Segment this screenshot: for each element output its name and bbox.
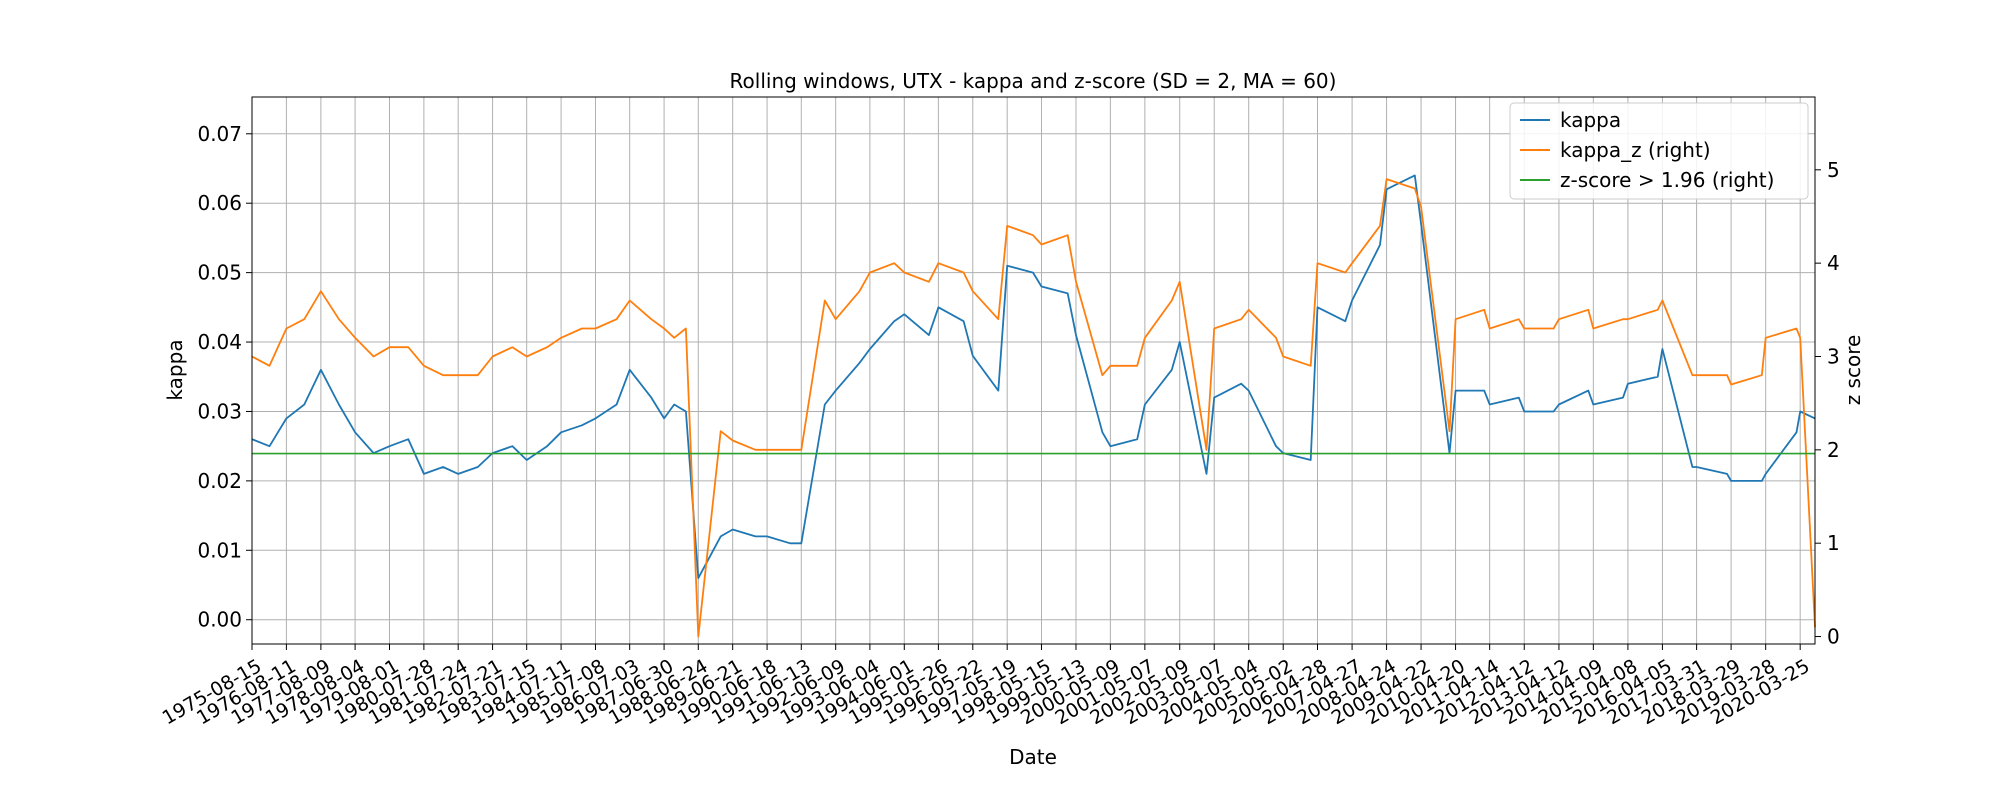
legend-label-kappa-z: kappa_z (right) (1560, 138, 1711, 162)
y-tick-label: 0.07 (197, 122, 242, 146)
axes: 1975-08-151976-08-111977-08-091978-08-04… (159, 122, 1840, 730)
plot-frame (251, 96, 1816, 645)
y2-tick-label: 1 (1827, 531, 1840, 555)
y2-tick-label: 4 (1827, 251, 1840, 275)
legend: kappa kappa_z (right) z-score > 1.96 (ri… (1509, 102, 1809, 200)
y-tick-label: 0.06 (197, 191, 242, 215)
series-line-kappa (251, 174, 1816, 579)
series-line-kappa-z (251, 178, 1816, 638)
y-tick-label: 0.01 (197, 538, 242, 562)
y2-tick-label: 0 (1827, 625, 1840, 649)
y2-tick-label: 2 (1827, 438, 1840, 462)
y-tick-label: 0.00 (197, 608, 242, 632)
y2-tick-label: 3 (1827, 344, 1840, 368)
y2-axis-label: z score (1841, 335, 1865, 406)
legend-label-threshold: z-score > 1.96 (right) (1560, 168, 1774, 192)
y-axis-label: kappa (163, 339, 187, 400)
series-layer (251, 174, 1816, 638)
chart-title: Rolling windows, UTX - kappa and z-score… (730, 69, 1337, 93)
y-tick-label: 0.02 (197, 469, 242, 493)
y-tick-label: 0.05 (197, 261, 242, 285)
grid (251, 97, 1815, 644)
y-tick-label: 0.03 (197, 399, 242, 423)
x-axis-label: Date (1009, 745, 1057, 769)
legend-box (1509, 102, 1809, 200)
legend-label-kappa: kappa (1560, 108, 1621, 132)
y-tick-label: 0.04 (197, 330, 242, 354)
y2-tick-label: 5 (1827, 158, 1840, 182)
